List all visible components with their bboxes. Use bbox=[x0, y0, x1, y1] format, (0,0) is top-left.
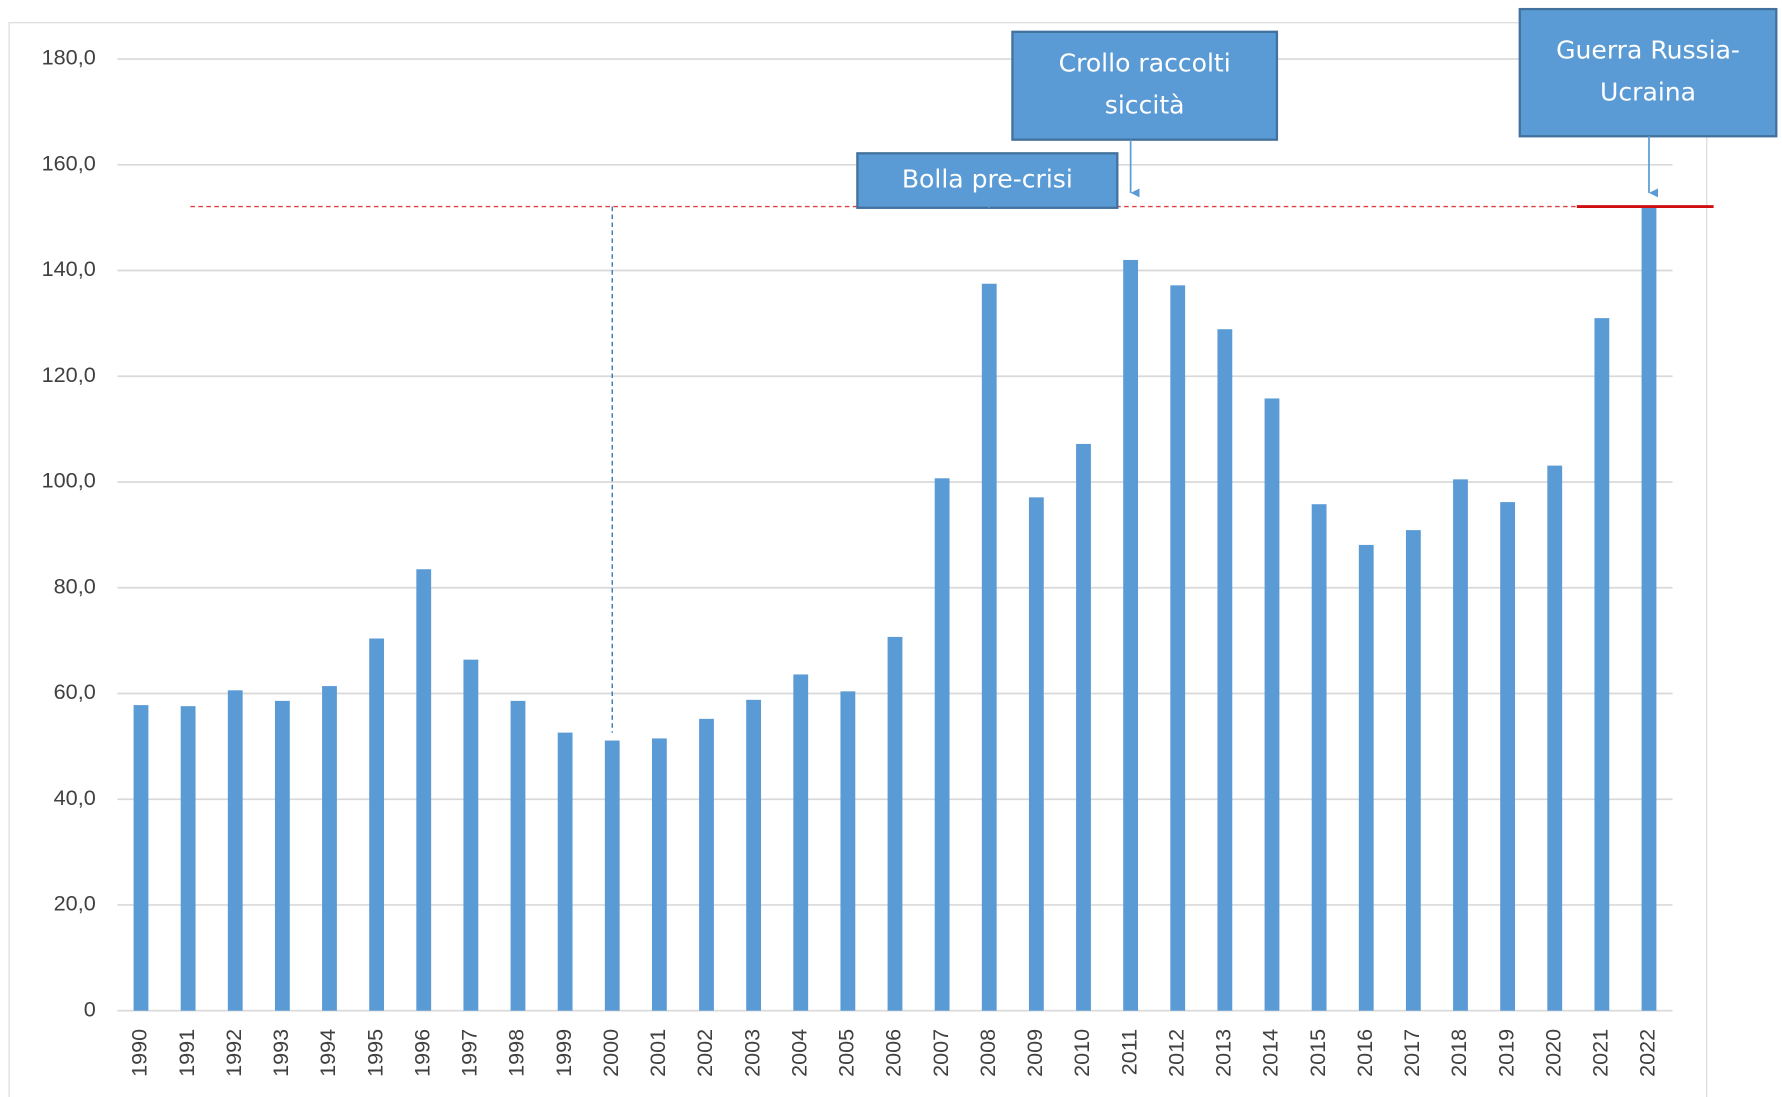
x-tick-label: 2008 bbox=[975, 1029, 1000, 1077]
bar bbox=[1500, 502, 1516, 1011]
bar bbox=[746, 699, 762, 1011]
bar bbox=[1028, 497, 1044, 1011]
x-tick-label: 2004 bbox=[786, 1029, 811, 1077]
annotation-box bbox=[1011, 30, 1279, 141]
bar bbox=[1358, 544, 1374, 1011]
bar bbox=[557, 732, 573, 1011]
x-tick-label: 1995 bbox=[362, 1029, 387, 1077]
x-tick-label: 2019 bbox=[1493, 1029, 1518, 1077]
y-tick-label: 40,0 bbox=[54, 785, 96, 810]
x-tick-label: 1997 bbox=[457, 1029, 482, 1077]
x-tick-label: 2009 bbox=[1022, 1029, 1047, 1077]
x-tick-label: 2012 bbox=[1163, 1029, 1188, 1077]
y-tick-label: 0 bbox=[84, 996, 96, 1021]
annotation-text: Guerra Russia- bbox=[1556, 36, 1740, 65]
x-tick-label: 2006 bbox=[881, 1029, 906, 1077]
bar bbox=[604, 740, 620, 1011]
x-tick-label: 2010 bbox=[1069, 1029, 1094, 1077]
x-tick-label: 2017 bbox=[1399, 1029, 1424, 1077]
bar bbox=[793, 674, 809, 1011]
x-tick-label: 1999 bbox=[551, 1029, 576, 1077]
bar bbox=[1217, 329, 1233, 1011]
x-tick-label: 1996 bbox=[409, 1029, 434, 1077]
annotation-box bbox=[856, 152, 1119, 209]
x-tick-label: 1994 bbox=[315, 1029, 340, 1077]
y-tick-label: 100,0 bbox=[42, 468, 96, 493]
bar bbox=[1547, 465, 1563, 1011]
x-tick-label: 2015 bbox=[1305, 1029, 1330, 1077]
y-tick-label: 60,0 bbox=[54, 679, 96, 704]
y-tick-label: 120,0 bbox=[42, 362, 96, 387]
y-tick-label: 180,0 bbox=[42, 45, 96, 70]
y-tick-label: 80,0 bbox=[54, 573, 96, 598]
bar bbox=[1076, 443, 1091, 1011]
x-tick-label: 2001 bbox=[645, 1029, 670, 1077]
bar bbox=[1123, 259, 1139, 1011]
bar bbox=[887, 636, 903, 1011]
bar bbox=[322, 686, 337, 1011]
bar bbox=[1453, 479, 1468, 1011]
bar bbox=[934, 478, 950, 1011]
annotation-text: Crollo raccolti bbox=[1059, 49, 1231, 78]
chart-frame bbox=[8, 22, 1708, 1097]
bar bbox=[510, 700, 526, 1011]
bar bbox=[1264, 398, 1280, 1011]
x-tick-label: 2005 bbox=[834, 1029, 859, 1077]
y-tick-label: 160,0 bbox=[42, 151, 96, 176]
bar bbox=[274, 700, 290, 1011]
x-tick-label: 2002 bbox=[692, 1029, 717, 1077]
bar bbox=[699, 718, 714, 1011]
x-tick-label: 2011 bbox=[1116, 1029, 1141, 1075]
x-tick-label: 2000 bbox=[598, 1029, 623, 1077]
bar bbox=[1311, 504, 1327, 1011]
x-tick-label: 1998 bbox=[504, 1029, 529, 1077]
x-tick-label: 2003 bbox=[739, 1029, 764, 1077]
x-tick-label: 2022 bbox=[1635, 1029, 1660, 1077]
bar bbox=[1641, 206, 1657, 1011]
y-tick-label: 140,0 bbox=[42, 256, 96, 281]
bar bbox=[1170, 285, 1186, 1011]
annotation-text: Ucraina bbox=[1600, 78, 1696, 107]
bar bbox=[133, 705, 149, 1011]
bar bbox=[227, 690, 243, 1011]
x-tick-label: 1992 bbox=[221, 1029, 246, 1077]
bar bbox=[651, 738, 667, 1011]
bar bbox=[180, 706, 196, 1011]
bar bbox=[1594, 318, 1610, 1011]
x-tick-label: 1991 bbox=[174, 1029, 199, 1077]
annotation-text: Bolla pre-crisi bbox=[902, 165, 1073, 194]
x-tick-label: 1990 bbox=[127, 1029, 152, 1077]
x-tick-label: 2018 bbox=[1446, 1029, 1471, 1077]
bar bbox=[369, 638, 385, 1011]
bar bbox=[463, 659, 479, 1011]
x-tick-label: 2014 bbox=[1258, 1029, 1283, 1077]
bar bbox=[840, 691, 856, 1011]
x-tick-label: 2007 bbox=[928, 1029, 953, 1077]
annotation-box bbox=[1518, 7, 1778, 138]
annotation-text: siccità bbox=[1105, 91, 1185, 120]
x-tick-label: 2021 bbox=[1588, 1029, 1613, 1077]
y-tick-label: 20,0 bbox=[54, 891, 96, 916]
x-tick-label: 2013 bbox=[1211, 1029, 1236, 1077]
bar bbox=[981, 283, 997, 1011]
x-tick-label: 1993 bbox=[268, 1029, 293, 1077]
x-tick-label: 2020 bbox=[1540, 1029, 1565, 1077]
bar bbox=[1405, 530, 1421, 1011]
bar bbox=[416, 569, 432, 1011]
x-tick-label: 2016 bbox=[1352, 1029, 1377, 1077]
